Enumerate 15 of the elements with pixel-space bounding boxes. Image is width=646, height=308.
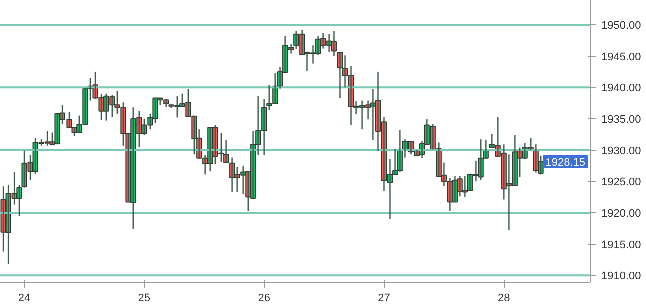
y-tick-label: 1915.00 xyxy=(602,239,642,252)
y-tick-label: 1910.00 xyxy=(602,270,642,283)
x-tick-label: 26 xyxy=(258,292,270,304)
x-tick-label: 27 xyxy=(378,292,390,304)
y-tick-label: 1950.00 xyxy=(602,20,642,32)
x-tick-label: 24 xyxy=(18,292,31,304)
y-tick-label: 1940.00 xyxy=(602,82,642,95)
x-tick-label: 25 xyxy=(138,292,151,304)
y-tick-label: 1925.00 xyxy=(602,176,642,189)
y-tick-label: 1930.00 xyxy=(602,145,642,158)
y-tick-label: 1945.00 xyxy=(602,51,642,64)
y-tick-label: 1920.00 xyxy=(602,208,642,220)
y-tick-label: 1935.00 xyxy=(602,114,642,126)
annotation: 1928.15 xyxy=(546,156,586,169)
x-tick-label: 28 xyxy=(498,292,510,304)
